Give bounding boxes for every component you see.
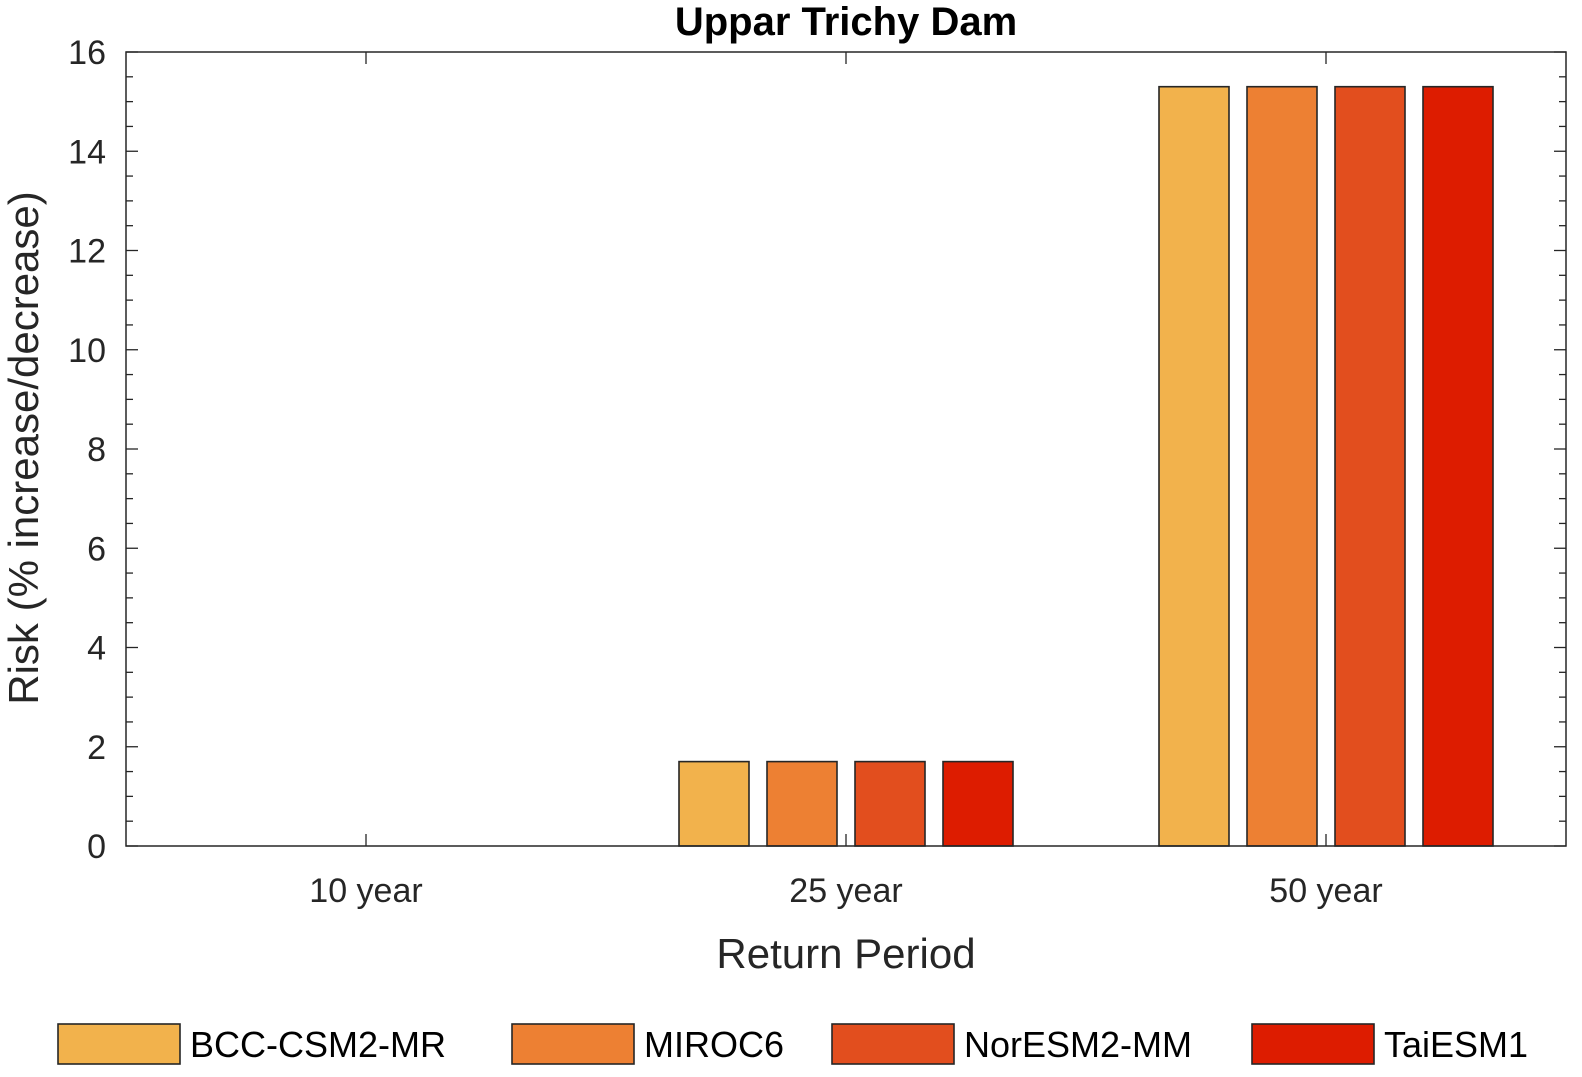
chart-title: Uppar Trichy Dam [675, 0, 1017, 44]
x-tick-label: 25 year [789, 872, 902, 910]
bar [1334, 85, 1406, 847]
legend-swatch [1251, 1023, 1375, 1065]
legend: BCC-CSM2-MR MIROC6 NorESM2-MM TaiESM1 [57, 1023, 1528, 1065]
bar [1158, 85, 1230, 847]
bar [854, 760, 926, 847]
bar [1246, 85, 1318, 847]
y-tick-label: 16 [68, 34, 106, 72]
y-tick-label: 6 [87, 530, 106, 568]
plot-area: 0 2 4 6 8 10 12 14 16 10 year 25 year 50 year [68, 34, 1567, 910]
x-tick-label: 10 year [309, 872, 422, 910]
bar [766, 760, 838, 847]
y-tick-label: 0 [87, 828, 106, 866]
y-tick-label: 2 [87, 729, 106, 767]
legend-label: MIROC6 [644, 1024, 784, 1065]
y-tick-label: 12 [68, 233, 106, 271]
y-tick-label: 10 [68, 332, 106, 370]
x-tick-label: 50 year [1269, 872, 1382, 910]
y-tick-label: 14 [68, 133, 106, 171]
y-tick-label: 8 [87, 431, 106, 469]
legend-label: BCC-CSM2-MR [190, 1024, 446, 1065]
bar [678, 760, 750, 847]
x-axis-label: Return Period [716, 930, 975, 977]
legend-swatch [511, 1023, 635, 1065]
bar [942, 760, 1014, 847]
legend-label: TaiESM1 [1384, 1024, 1528, 1065]
legend-swatch [831, 1023, 955, 1065]
legend-label: NorESM2-MM [964, 1024, 1192, 1065]
y-tick-label: 4 [87, 630, 106, 668]
y-axis-label: Risk (% increase/decrease) [0, 191, 47, 705]
bar [1422, 85, 1494, 847]
legend-swatch [57, 1023, 181, 1065]
